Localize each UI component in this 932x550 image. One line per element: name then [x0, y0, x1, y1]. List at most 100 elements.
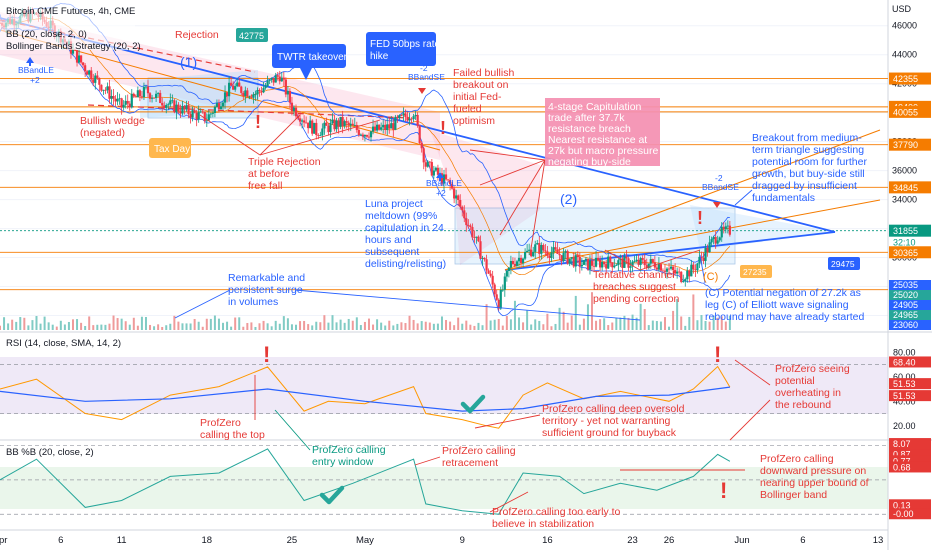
candle-body [633, 261, 636, 263]
legend-title[interactable]: Bitcoin CME Futures, 4h, CME [6, 6, 135, 17]
volume-badge: 23060 [893, 320, 918, 330]
annotation-negation-3: rebound may have already started [705, 311, 865, 323]
annotation-tentative-1: Tentative channel [593, 269, 675, 281]
volume-bar [631, 314, 634, 330]
connector-triple-3 [259, 119, 381, 156]
legend-bb-strategy[interactable]: Bollinger Bands Strategy (20, 2) [6, 41, 141, 52]
legend-bg [0, 2, 135, 50]
time-axis[interactable]: Apr 6 11 18 25 May 9 16 23 26 Jun 6 13 [0, 535, 883, 546]
candle-body [195, 112, 198, 120]
candle-body [155, 93, 158, 98]
volume-bar [96, 324, 99, 330]
candle-body [236, 82, 239, 87]
time-tick: May [356, 535, 374, 546]
capitulation-fill [430, 130, 540, 265]
volume-bar [392, 325, 395, 330]
candle-body [341, 116, 344, 127]
price-badge-bg [889, 72, 931, 85]
volume-bar [647, 325, 650, 330]
connector-rsi-deep [474, 414, 541, 429]
candle-body [698, 256, 701, 264]
candle-body [343, 121, 346, 127]
candle-body [647, 263, 650, 269]
bbandle-plus2-2: +2 [436, 188, 446, 198]
candle-body [588, 260, 592, 270]
price-badge: 31855 [893, 226, 918, 236]
volume-bar [7, 323, 10, 330]
volume-bar [100, 324, 103, 330]
candle-body [538, 243, 541, 254]
candle-body [686, 270, 689, 280]
candle-body [270, 77, 273, 80]
candle-body [637, 259, 640, 265]
signal-arrows [26, 57, 444, 181]
rsi-badge: 51.53 [893, 391, 916, 401]
candle-body [136, 90, 139, 98]
candle-body [724, 226, 727, 230]
volume-bar [27, 325, 30, 330]
candle-body [148, 93, 152, 99]
volume-bar [339, 319, 342, 330]
candle-body [570, 257, 573, 259]
volume-bar [303, 320, 306, 330]
volume-bar [161, 326, 164, 330]
rsi-badge-bg [889, 356, 931, 368]
candle-body [550, 252, 553, 258]
candle-body [197, 112, 200, 120]
rsi-tick: 60.00 [893, 372, 916, 382]
candle-body [116, 98, 119, 102]
volume-bar [116, 318, 119, 330]
candle-body [134, 96, 137, 98]
candle-body [418, 125, 421, 143]
candle-body [505, 270, 508, 277]
rsi-pane-label[interactable]: RSI (14, close, SMA, 14, 2) [6, 338, 121, 349]
candle-body [183, 105, 186, 110]
candle-body [219, 106, 223, 110]
volume-bar [51, 324, 54, 330]
fed-label-1: FED 50bps rate [370, 39, 440, 50]
annotation-breakout-5: dragged by insufficient [752, 180, 857, 192]
bb-pane-label[interactable]: BB %B (20, close, 2) [6, 447, 94, 458]
bbandse-arrow [418, 88, 426, 94]
price-axis[interactable]: USD4600044000420004000038000360003400032… [889, 4, 931, 520]
annotation-breakout-4: growth, but buy-side still [752, 168, 865, 180]
candle-body [144, 86, 148, 88]
volume-bar [153, 326, 156, 330]
candle-body [517, 257, 521, 262]
bb-badge: 0.77 [893, 456, 911, 466]
bb-badge: -0.00 [893, 509, 914, 519]
volume-bar [720, 316, 723, 330]
candle-body [205, 120, 208, 122]
connector-cap-1 [479, 159, 546, 186]
candle-body [90, 70, 93, 80]
volume-bar [526, 310, 529, 330]
annotation-failed-2: breakout on [453, 79, 509, 91]
volume-bar [23, 317, 26, 330]
bb-band [0, 467, 888, 509]
bbandse-arrow-2 [713, 202, 721, 208]
rsi-tick: 80.00 [893, 347, 916, 357]
annotation-failed-4: fueled [453, 103, 482, 115]
candle-body [710, 239, 713, 243]
bbandse-minus2: -2 [420, 63, 428, 73]
candle-body [446, 179, 450, 181]
orange-fan-line-2 [504, 129, 881, 271]
candle-body [649, 259, 652, 264]
annotation-rsi-over-4: the rebound [775, 399, 831, 411]
candle-body [181, 105, 184, 114]
candle-body [530, 249, 533, 257]
legend-bb[interactable]: BB (20, close, 2, 0) [6, 29, 87, 40]
bbandle-arrow-2 [436, 172, 444, 178]
annotation-bb-retr-1: ProfZero calling [442, 445, 516, 457]
candle-body [607, 256, 610, 269]
rsi-badge: 68.40 [893, 357, 916, 367]
candle-body [594, 257, 598, 267]
connector-negation [699, 254, 706, 284]
candle-body [217, 103, 221, 110]
candle-body [562, 252, 565, 262]
candle-body [122, 104, 125, 108]
candle-body [173, 100, 176, 113]
candle-body [532, 251, 535, 257]
connector-cap-4 [529, 159, 546, 256]
volume-bar [120, 318, 123, 330]
